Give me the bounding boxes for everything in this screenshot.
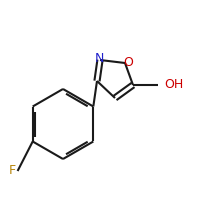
Text: OH: OH [164,78,183,90]
Text: N: N [94,52,104,66]
Text: F: F [8,164,16,178]
Text: O: O [123,55,133,68]
